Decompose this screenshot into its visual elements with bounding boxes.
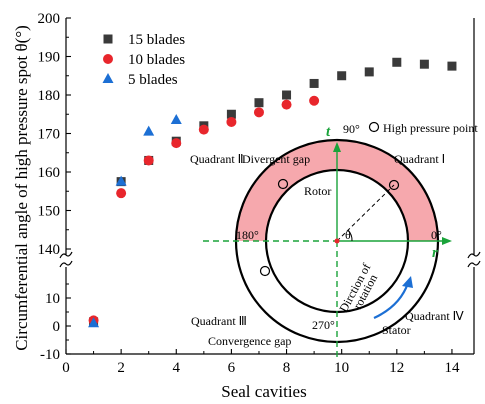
data-point-series-2 xyxy=(171,138,182,149)
data-point-series-3 xyxy=(170,114,182,125)
data-point-series-1 xyxy=(337,71,347,81)
quadrant-4-label: Quadrant Ⅳ xyxy=(405,309,464,323)
x-tick-label: 2 xyxy=(117,360,125,376)
data-point-series-2 xyxy=(143,155,154,166)
t-axis-label: t xyxy=(326,124,331,140)
high-pressure-point-marker xyxy=(259,265,271,277)
angle-270-label: 270° xyxy=(312,318,335,332)
x-tick-label: 6 xyxy=(228,360,236,376)
legend-label: 5 blades xyxy=(128,72,178,88)
axis-break-right-bottom xyxy=(467,260,481,268)
legend-marker xyxy=(103,54,113,64)
x-tick-label: 10 xyxy=(334,360,349,376)
y-tick-label: 180 xyxy=(38,88,61,104)
angle-180-label: 180° xyxy=(236,228,259,242)
convergence-gap-label: Convergence gap xyxy=(208,334,291,348)
data-point-series-3 xyxy=(143,125,155,136)
rotor-label: Rotor xyxy=(304,184,331,198)
quadrant-1-label: Quadrant Ⅰ xyxy=(394,152,445,166)
x-tick-label: 8 xyxy=(283,360,291,376)
theta-arc xyxy=(347,229,353,242)
data-point-series-2 xyxy=(226,116,237,127)
data-point-series-2 xyxy=(309,95,320,106)
center-point xyxy=(334,238,340,244)
angle-90-label: 90° xyxy=(343,122,360,136)
angle-0-label: 0° xyxy=(431,228,442,242)
data-point-series-2 xyxy=(281,99,292,110)
high-pressure-point-label: High pressure point xyxy=(383,121,478,135)
data-point-series-1 xyxy=(419,59,429,69)
legend-marker xyxy=(103,34,113,44)
data-point-series-1 xyxy=(392,57,402,67)
data-marks xyxy=(88,57,457,328)
data-point-series-1 xyxy=(309,78,319,88)
data-point-series-2 xyxy=(198,124,209,135)
y-tick-label: 140 xyxy=(38,242,61,258)
data-point-series-3 xyxy=(115,175,127,186)
axis-break-left-bottom xyxy=(59,260,73,268)
y-tick-label: 150 xyxy=(38,204,61,220)
y-tick-label: 160 xyxy=(38,165,61,181)
data-point-series-1 xyxy=(226,109,236,119)
stator-label: Stator xyxy=(382,323,411,337)
legend-label: 15 blades xyxy=(128,32,185,48)
y-axis-title: Circumferential angle of high pressure s… xyxy=(12,25,31,351)
chart-axes xyxy=(59,17,481,355)
y-tick-label: 170 xyxy=(38,127,61,143)
theta-label: θ xyxy=(345,228,351,242)
data-point-series-1 xyxy=(364,67,374,77)
x-axis-title: Seal cavities xyxy=(221,382,306,401)
legend: 15 blades 10 blades 5 blades xyxy=(102,32,185,88)
r-axis-arrowhead xyxy=(442,237,452,245)
y-tick-label: -10 xyxy=(40,347,60,363)
divergent-gap-region xyxy=(236,140,438,241)
legend-label: 10 blades xyxy=(128,52,185,68)
t-axis-arrowhead xyxy=(333,142,341,152)
data-point-series-1 xyxy=(254,98,264,108)
x-tick-label: 4 xyxy=(173,360,181,376)
high-pressure-point-marker xyxy=(388,179,400,191)
data-point-series-3 xyxy=(88,317,100,328)
x-tick-label: 14 xyxy=(444,360,460,376)
legend-hollow-circle xyxy=(368,121,380,133)
y-tick-label: 200 xyxy=(38,11,61,27)
data-point-series-1 xyxy=(282,90,292,100)
data-point-series-1 xyxy=(447,61,457,71)
axis-break-right-top xyxy=(467,251,481,259)
axis-break-left-top xyxy=(59,251,73,259)
y-tick-label: 190 xyxy=(38,50,61,66)
x-tick-label: 0 xyxy=(62,360,70,376)
y-tick-label: 10 xyxy=(45,291,60,307)
legend-marker xyxy=(102,73,114,83)
r-axis-label: r xyxy=(432,245,438,261)
rotation-arrowhead xyxy=(402,276,413,288)
y-tick-label: 0 xyxy=(53,319,61,335)
high-pressure-point-marker xyxy=(277,178,289,190)
quadrant-2-label: Quadrant Ⅱ xyxy=(190,152,244,166)
data-point-series-2 xyxy=(253,107,264,118)
theta-radius-line xyxy=(336,184,395,242)
x-tick-label: 12 xyxy=(389,360,404,376)
data-point-series-2 xyxy=(116,188,127,199)
divergent-gap-label: Divergent gap xyxy=(242,152,310,166)
quadrant-3-label: Quadrant Ⅲ xyxy=(191,314,247,328)
